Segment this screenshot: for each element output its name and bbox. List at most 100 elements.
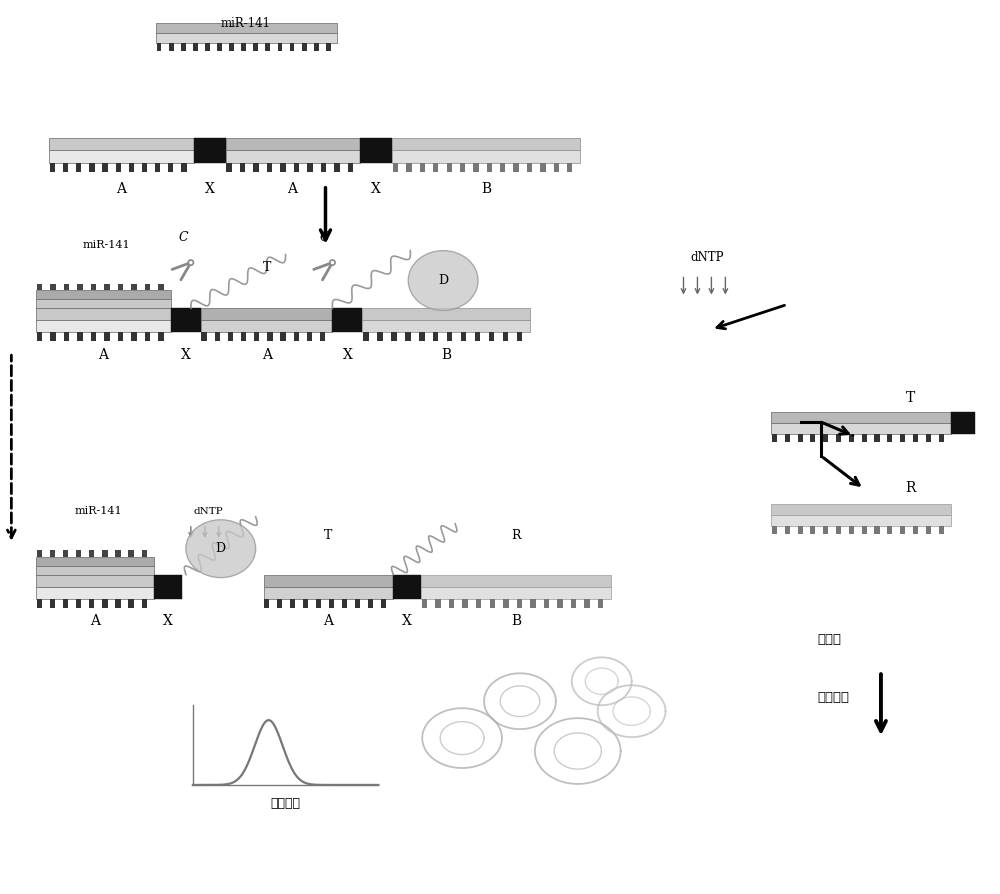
Text: dNTP: dNTP xyxy=(691,250,724,264)
Bar xyxy=(91,283,96,291)
Bar xyxy=(104,283,110,291)
Bar xyxy=(241,333,246,342)
Bar xyxy=(157,43,161,51)
Bar xyxy=(381,598,386,608)
Bar xyxy=(405,333,411,342)
Text: X: X xyxy=(205,181,215,196)
Bar xyxy=(326,43,331,51)
Bar xyxy=(36,575,154,586)
Bar xyxy=(433,163,438,173)
Bar xyxy=(321,163,326,173)
Bar xyxy=(115,598,121,608)
Bar xyxy=(145,333,150,342)
Bar xyxy=(50,163,55,173)
Bar xyxy=(926,434,931,443)
Bar xyxy=(128,598,134,608)
Bar xyxy=(194,138,226,163)
Bar xyxy=(131,333,137,342)
Bar xyxy=(50,283,56,291)
Bar xyxy=(461,333,466,342)
Bar xyxy=(487,163,492,173)
Bar xyxy=(332,308,362,333)
Bar xyxy=(422,598,427,608)
Bar xyxy=(215,333,220,342)
Bar xyxy=(360,138,392,163)
Bar xyxy=(302,43,307,51)
Bar xyxy=(362,308,530,320)
Bar xyxy=(294,333,299,342)
Bar xyxy=(50,550,55,557)
Bar xyxy=(303,598,308,608)
Bar xyxy=(280,163,286,173)
Bar xyxy=(102,163,108,173)
Bar xyxy=(37,598,42,608)
Bar xyxy=(226,163,232,173)
Bar xyxy=(142,163,147,173)
Bar xyxy=(571,598,576,608)
Bar xyxy=(433,333,438,342)
Bar xyxy=(142,598,147,608)
Bar xyxy=(406,163,412,173)
Bar xyxy=(473,163,479,173)
Bar xyxy=(392,150,580,163)
Bar xyxy=(49,150,194,163)
Bar xyxy=(823,526,828,534)
Text: A: A xyxy=(116,181,126,196)
Bar xyxy=(36,299,171,308)
Text: A: A xyxy=(98,349,108,362)
Bar xyxy=(449,598,454,608)
Bar xyxy=(798,526,803,534)
Bar xyxy=(241,43,246,51)
Bar xyxy=(435,598,441,608)
Bar xyxy=(368,598,373,608)
Bar xyxy=(277,598,282,608)
Bar xyxy=(118,283,123,291)
Bar xyxy=(500,163,505,173)
Text: T: T xyxy=(906,392,915,405)
Bar xyxy=(228,333,233,342)
Bar xyxy=(342,598,347,608)
Bar xyxy=(50,333,56,342)
Bar xyxy=(169,43,174,51)
Bar xyxy=(836,526,841,534)
Bar xyxy=(447,333,452,342)
Bar xyxy=(254,333,259,342)
Bar xyxy=(420,163,425,173)
Bar xyxy=(116,163,121,173)
Bar xyxy=(131,283,137,291)
Bar xyxy=(540,163,546,173)
Bar xyxy=(419,333,425,342)
Ellipse shape xyxy=(408,250,478,310)
Bar xyxy=(939,526,944,534)
Bar xyxy=(362,320,530,333)
Bar xyxy=(392,138,580,150)
Bar xyxy=(37,550,42,557)
Bar xyxy=(490,598,495,608)
Bar xyxy=(355,598,360,608)
Bar xyxy=(913,526,918,534)
Text: D: D xyxy=(438,274,448,287)
Text: miR-141: miR-141 xyxy=(82,240,130,249)
Bar xyxy=(37,333,42,342)
Circle shape xyxy=(188,260,193,266)
Bar xyxy=(115,550,121,557)
Bar xyxy=(145,283,150,291)
Bar xyxy=(517,333,522,342)
Bar xyxy=(476,598,481,608)
Bar xyxy=(290,43,294,51)
Bar xyxy=(128,550,134,557)
Bar xyxy=(201,308,332,320)
Bar xyxy=(951,412,975,434)
Bar xyxy=(37,283,42,291)
Bar xyxy=(63,598,68,608)
Bar xyxy=(320,333,325,342)
Text: R: R xyxy=(906,481,916,495)
Bar xyxy=(267,163,272,173)
Text: C: C xyxy=(320,231,329,244)
Text: 硫酸銀: 硫酸銀 xyxy=(817,633,841,646)
Bar xyxy=(118,333,123,342)
Bar xyxy=(226,138,360,150)
Bar xyxy=(76,163,81,173)
Bar xyxy=(513,163,519,173)
Bar xyxy=(849,526,854,534)
